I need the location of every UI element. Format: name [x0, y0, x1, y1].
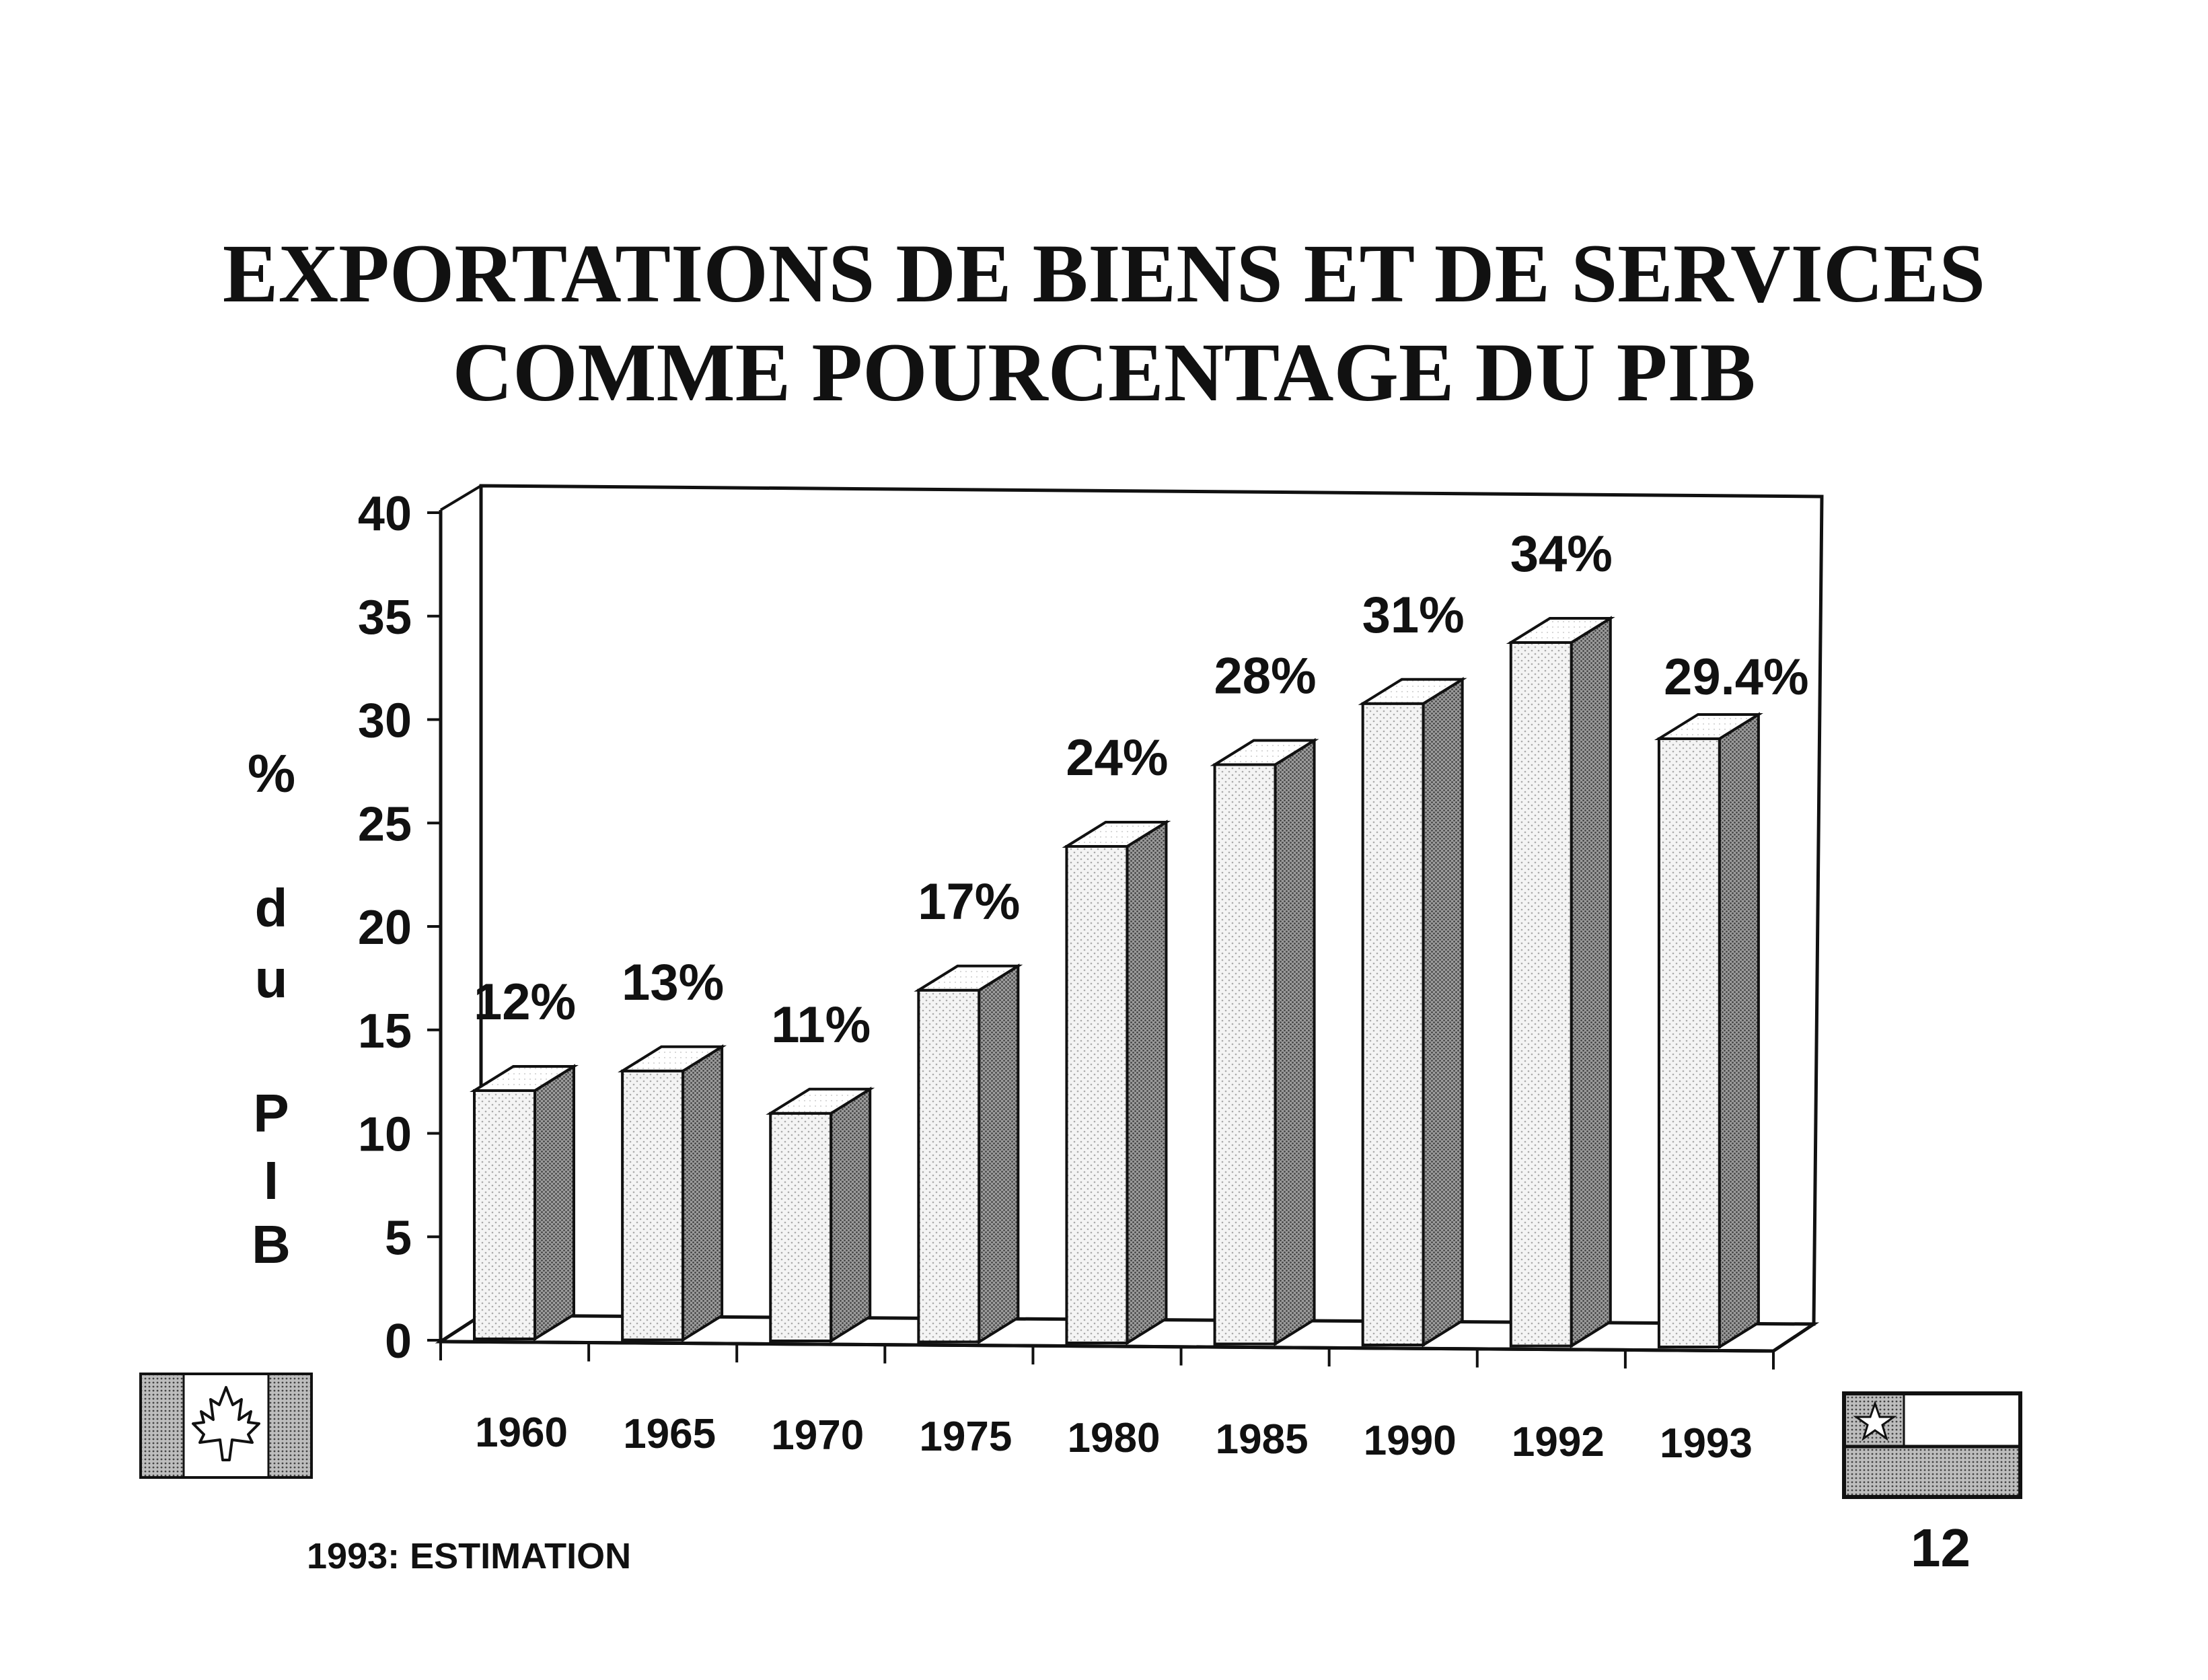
y-tick-label: 25	[358, 797, 412, 851]
y-tick-label: 0	[385, 1315, 412, 1368]
y-tick-label: 5	[385, 1211, 412, 1265]
bar-top	[1654, 713, 1763, 740]
y-tick-label: 40	[358, 487, 412, 541]
data-label: 31%	[1362, 587, 1465, 644]
bar-1993	[1654, 712, 1763, 1350]
x-tick-label: 1965	[623, 1411, 716, 1457]
y-axis-label-letter: %	[248, 743, 296, 803]
bar-1975	[914, 963, 1023, 1345]
bar-front	[473, 1089, 536, 1340]
data-label: 17%	[918, 873, 1020, 930]
bar-front	[1361, 702, 1425, 1346]
bar-side	[1718, 712, 1760, 1350]
canada-flag-icon	[139, 1373, 313, 1479]
x-tick-label: 1993	[1660, 1420, 1753, 1467]
y-axis-label-letter: I	[263, 1151, 279, 1210]
y-tick-label: 30	[358, 694, 412, 748]
x-tick-label: 1970	[771, 1412, 864, 1459]
bar-front	[917, 988, 981, 1344]
x-axis	[440, 1340, 1774, 1353]
bar-1970	[766, 1087, 875, 1344]
bar-side	[1570, 616, 1612, 1349]
bar-front	[1065, 845, 1129, 1344]
bar-1980	[1062, 819, 1171, 1346]
data-label: 13%	[622, 954, 724, 1011]
data-label: 29.4%	[1664, 649, 1809, 706]
bar-front	[1657, 737, 1721, 1348]
bar-front	[621, 1069, 685, 1342]
bar-side	[682, 1044, 724, 1343]
data-label: 24%	[1066, 729, 1168, 787]
x-tick-label: 1980	[1068, 1415, 1161, 1461]
bar-1992	[1506, 616, 1615, 1349]
bar-top	[1210, 739, 1319, 766]
bar-top	[766, 1087, 875, 1115]
bar-front	[1509, 641, 1573, 1348]
bar-side	[830, 1087, 872, 1344]
y-axis-label-letter: P	[253, 1083, 289, 1143]
chart-title-line-1: EXPORTATIONS DE BIENS ET DE SERVICES	[222, 227, 1986, 320]
x-tick-label: 1960	[475, 1410, 568, 1456]
bar-1960	[469, 1064, 579, 1342]
y-tick-label: 10	[358, 1108, 412, 1162]
chile-flag-icon	[1842, 1391, 2022, 1499]
x-tick-label: 1992	[1512, 1419, 1605, 1465]
y-tick-label: 35	[358, 591, 412, 645]
data-label: 12%	[474, 974, 576, 1031]
bar-side	[533, 1064, 575, 1342]
y-tick-label: 15	[358, 1005, 412, 1058]
bar-side	[1126, 819, 1168, 1346]
data-label: 28%	[1214, 648, 1316, 705]
x-tick-label: 1990	[1364, 1418, 1457, 1464]
bar-top	[1062, 821, 1171, 848]
bar-top	[469, 1065, 579, 1092]
bar-top	[1358, 678, 1467, 705]
bar-top	[1506, 617, 1615, 644]
bar-front	[1213, 763, 1277, 1346]
y-axis-label-letter: u	[254, 949, 288, 1009]
bar-1965	[618, 1044, 727, 1343]
y-axis-label-letter: d	[254, 878, 288, 938]
bar-side	[1274, 737, 1316, 1347]
bar-front	[769, 1111, 833, 1342]
chart-title-line-2: COMME POURCENTAGE DU PIB	[452, 326, 1756, 418]
x-tick-label: 1975	[919, 1414, 1012, 1460]
bar-side	[1422, 677, 1464, 1348]
bar-1985	[1210, 737, 1319, 1347]
y-tick-label: 20	[358, 901, 412, 955]
bar-top	[914, 964, 1023, 992]
page-number: 12	[1911, 1518, 1971, 1578]
data-label: 11%	[771, 996, 871, 1054]
x-tick-label: 1985	[1216, 1416, 1309, 1463]
bar-side	[978, 963, 1020, 1345]
data-label: 34%	[1510, 525, 1613, 583]
footnote: 1993: ESTIMATION	[307, 1536, 632, 1576]
bar-top	[618, 1045, 727, 1072]
y-axis-label-letter: B	[252, 1214, 291, 1274]
bar-1990	[1358, 677, 1467, 1348]
